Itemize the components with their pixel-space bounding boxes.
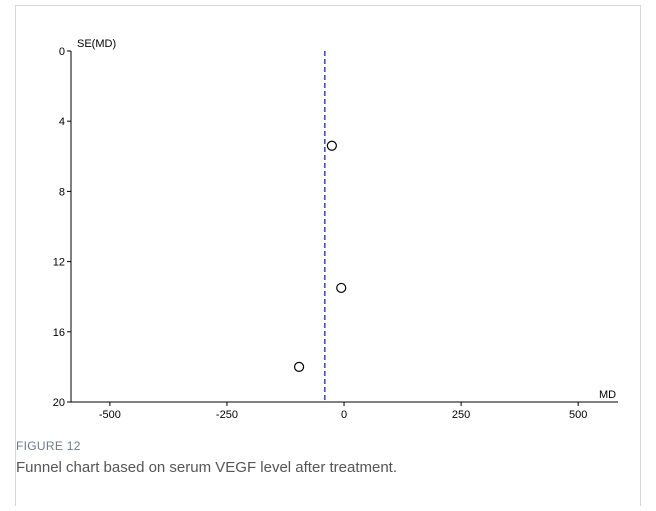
y-tick-label: 8	[59, 186, 65, 198]
y-tick-label: 12	[53, 257, 65, 269]
y-axis-label: SE(MD)	[77, 38, 116, 50]
point	[336, 282, 347, 294]
figure-label: FIGURE 12	[16, 439, 81, 453]
x-tick-label: 250	[452, 409, 470, 421]
y-tick-label: 0	[59, 46, 65, 58]
x-axis-label: MD	[599, 389, 616, 401]
figure-frame	[15, 5, 641, 511]
y-tick-label: 20	[53, 397, 65, 409]
y-tick-label: 4	[59, 116, 65, 128]
caption: Funnel chart based on serum VEGF level a…	[16, 459, 397, 476]
point	[326, 140, 337, 151]
x-tick-label: 500	[569, 409, 587, 421]
y-tick-label: 16	[53, 327, 65, 339]
x-tick-label: -500	[99, 409, 121, 421]
x-tick-label: -250	[216, 409, 238, 421]
x-tick-label: 0	[341, 409, 347, 421]
point	[293, 361, 305, 372]
